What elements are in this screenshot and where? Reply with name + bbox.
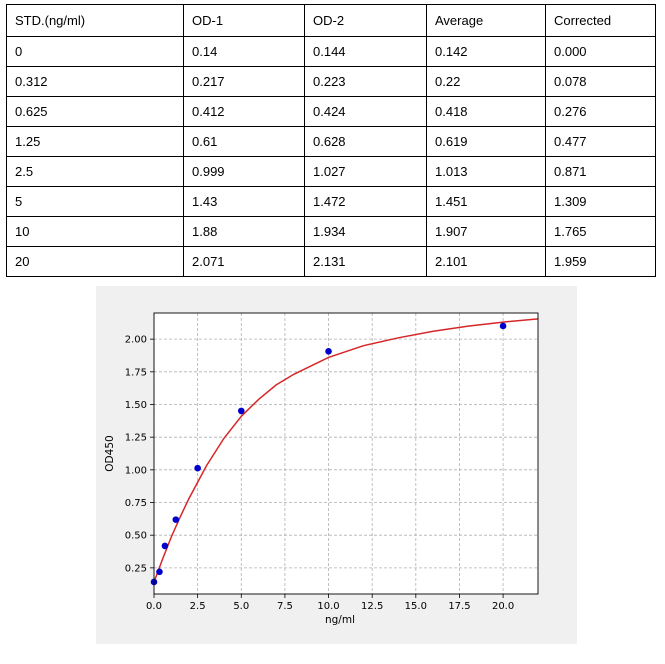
data-point (172, 516, 180, 523)
table-cell: 0.418 (426, 96, 546, 127)
table-cell: 0.871 (545, 156, 656, 187)
x-tick-label: 15.0 (405, 601, 427, 612)
table-cell: 0.477 (545, 126, 656, 157)
table-cell: 1.451 (426, 186, 546, 217)
table-cell: 1.472 (304, 186, 427, 217)
x-tick-label: 7.5 (277, 601, 293, 612)
y-tick-label: 1.25 (125, 433, 147, 444)
x-axis-label: ng/ml (325, 614, 355, 626)
header-od1: OD-1 (183, 4, 305, 37)
table-row: 2.5 0.999 1.027 1.013 0.871 (6, 156, 656, 187)
y-tick-label: 0.25 (125, 563, 147, 574)
y-tick-label: 1.75 (125, 367, 147, 378)
data-point (325, 347, 332, 355)
table-cell: 0.424 (304, 96, 427, 127)
table-row: 10 1.88 1.934 1.907 1.765 (6, 216, 656, 247)
table-cell: 2.5 (6, 156, 184, 187)
table-row: 1.25 0.61 0.628 0.619 0.477 (6, 126, 656, 157)
x-tick-label: 5.0 (233, 601, 249, 612)
table-cell: 1.765 (545, 216, 656, 247)
table-row: 20 2.071 2.131 2.101 1.959 (6, 246, 656, 277)
x-tick-label: 2.5 (190, 601, 206, 612)
table-cell: 1.027 (304, 156, 427, 187)
table-row: 5 1.43 1.472 1.451 1.309 (6, 186, 656, 217)
table-row: 0 0.14 0.144 0.142 0.000 (6, 36, 656, 67)
table-cell: 0.22 (426, 66, 546, 97)
table-cell: 20 (6, 246, 184, 277)
table-cell: 0.619 (426, 126, 546, 157)
table-cell: 0.223 (304, 66, 427, 97)
y-tick-label: 0.75 (125, 498, 147, 509)
data-point (194, 464, 201, 472)
plot-area (154, 313, 538, 594)
standard-curve-table: STD.(ng/ml) OD-1 OD-2 Average Corrected … (6, 4, 656, 277)
table-cell: 0.144 (304, 36, 427, 67)
table-cell: 1.309 (545, 186, 656, 217)
y-tick-label: 1.50 (125, 400, 147, 411)
x-tick-label: 10.0 (317, 601, 339, 612)
table-cell: 10 (6, 216, 184, 247)
table-cell: 1.43 (183, 186, 305, 217)
table-cell: 0 (6, 36, 184, 67)
data-point (499, 322, 507, 330)
table-cell: 2.101 (426, 246, 546, 277)
table-cell: 1.907 (426, 216, 546, 247)
table-cell: 5 (6, 186, 184, 217)
table-cell: 0.142 (426, 36, 546, 67)
table-row: 0.625 0.412 0.424 0.418 0.276 (6, 96, 656, 127)
y-axis-label: OD450 (104, 435, 116, 471)
data-point (161, 542, 169, 550)
header-corrected: Corrected (545, 4, 656, 37)
x-tick-label: 17.5 (448, 601, 470, 612)
y-tick-label: 1.00 (125, 465, 147, 476)
table-cell: 1.25 (6, 126, 184, 157)
header-average: Average (426, 4, 546, 37)
x-tick-label: 20.0 (492, 601, 514, 612)
table-cell: 2.071 (183, 246, 305, 277)
table-cell: 1.013 (426, 156, 546, 187)
table-cell: 0.276 (545, 96, 656, 127)
table-header-row: STD.(ng/ml) OD-1 OD-2 Average Corrected (6, 4, 656, 37)
table-cell: 1.934 (304, 216, 427, 247)
table-cell: 0.61 (183, 126, 305, 157)
header-std: STD.(ng/ml) (6, 4, 184, 37)
table-cell: 1.959 (545, 246, 656, 277)
y-tick-label: 2.00 (125, 335, 147, 346)
table-cell: 0.14 (183, 36, 305, 67)
table-cell: 1.88 (183, 216, 305, 247)
data-point (156, 568, 163, 576)
table-cell: 0.625 (6, 96, 184, 127)
table-row: 0.312 0.217 0.223 0.22 0.078 (6, 66, 656, 97)
standard-curve-chart: 0.0 2.5 5.0 7.5 10.0 12.5 15.0 17.5 20.0 0.25 0.50… (104, 312, 539, 626)
table-cell: 0.000 (545, 36, 656, 67)
header-od2: OD-2 (304, 4, 427, 37)
chart-panel: 0.0 2.5 5.0 7.5 10.0 12.5 15.0 17.5 20.0 0.25 0.50… (96, 286, 577, 644)
table-cell: 0.312 (6, 66, 184, 97)
table-cell: 0.078 (545, 66, 656, 97)
table-cell: 0.628 (304, 126, 427, 157)
table-cell: 0.412 (183, 96, 305, 127)
data-point (237, 407, 245, 415)
plot-frame (153, 312, 539, 595)
x-tick-label: 0.0 (146, 601, 162, 612)
x-tick-label: 12.5 (361, 601, 383, 612)
y-tick-label: 0.50 (125, 531, 147, 542)
table-cell: 0.999 (183, 156, 305, 187)
table-cell: 0.217 (183, 66, 305, 97)
table-cell: 2.131 (304, 246, 427, 277)
